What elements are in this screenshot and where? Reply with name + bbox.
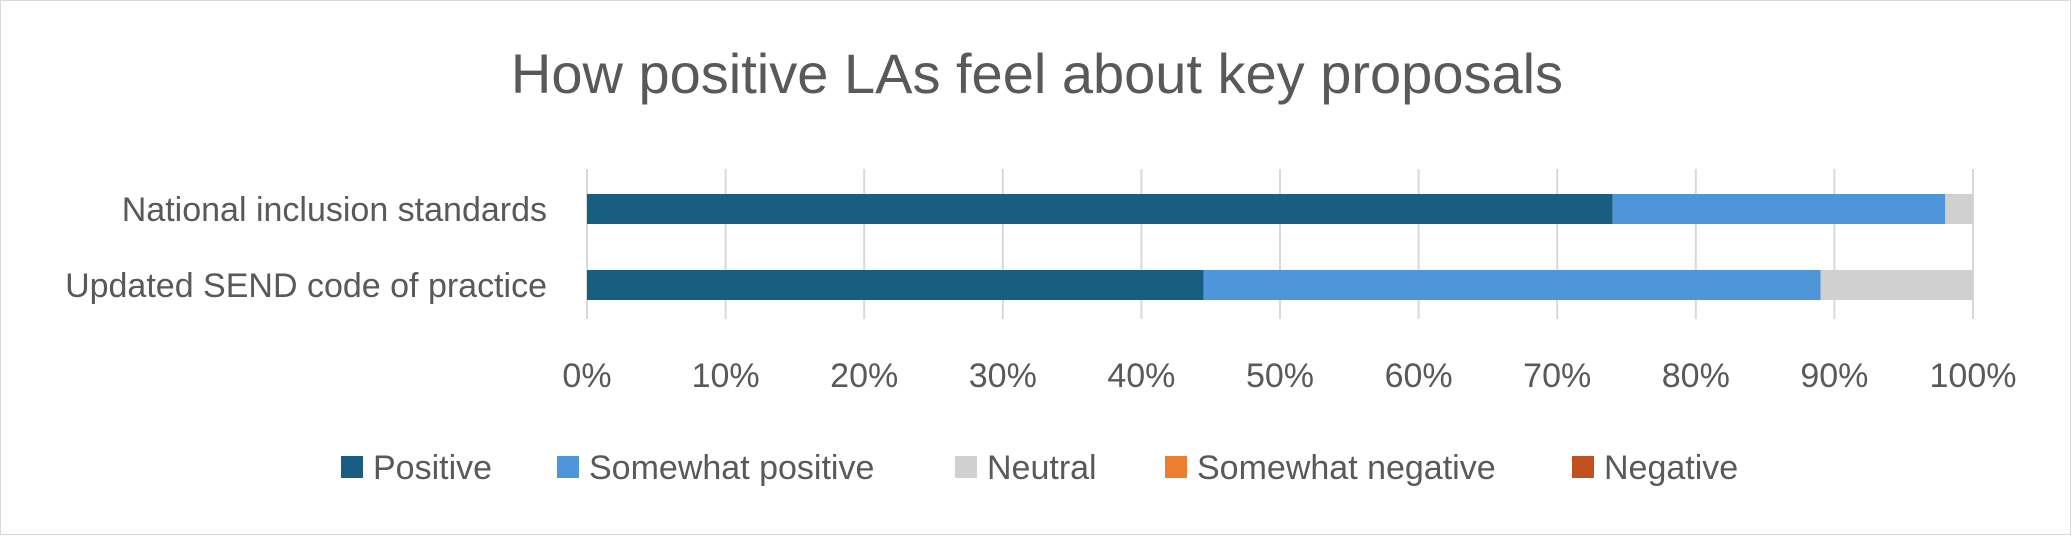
bar-segment [1612,194,1946,224]
legend-label: Somewhat positive [589,449,874,487]
bar-segment [1820,270,1973,300]
category-label: National inclusion standards [122,191,547,229]
category-axis: National inclusion standards Updated SEND… [65,191,547,305]
x-tick-label: 0% [562,357,611,395]
x-tick-label: 100% [1930,357,2017,395]
bar-segment [587,194,1613,224]
x-tick-label: 60% [1385,357,1453,395]
x-tick-label: 50% [1246,357,1314,395]
x-tick-label: 40% [1107,357,1175,395]
legend-label: Negative [1604,449,1738,487]
legend-swatch [1165,456,1187,478]
chart-title: How positive LAs feel about key proposal… [511,42,1563,105]
value-axis: 0% 10% 20% 30% 40% 50% 60% 70% 80% 90% 100% [562,357,2016,395]
x-tick-label: 30% [969,357,1037,395]
bars [587,194,1973,300]
x-tick-label: 80% [1662,357,1730,395]
legend-swatch [341,456,363,478]
x-tick-label: 20% [830,357,898,395]
legend-swatch [557,456,579,478]
x-tick-label: 90% [1800,357,1868,395]
legend-label: Somewhat negative [1197,449,1496,487]
legend: Positive Somewhat positive Neutral Somewhat… [341,449,1738,487]
legend-label: Positive [373,449,492,487]
legend-label: Neutral [987,449,1097,487]
bar-segment [587,270,1204,300]
category-label: Updated SEND code of practice [65,267,547,305]
bar-segment [1945,194,1973,224]
bar-segment [1203,270,1821,300]
legend-swatch [1572,456,1594,478]
x-tick-label: 70% [1523,357,1591,395]
x-tick-label: 10% [692,357,760,395]
legend-swatch [955,456,977,478]
